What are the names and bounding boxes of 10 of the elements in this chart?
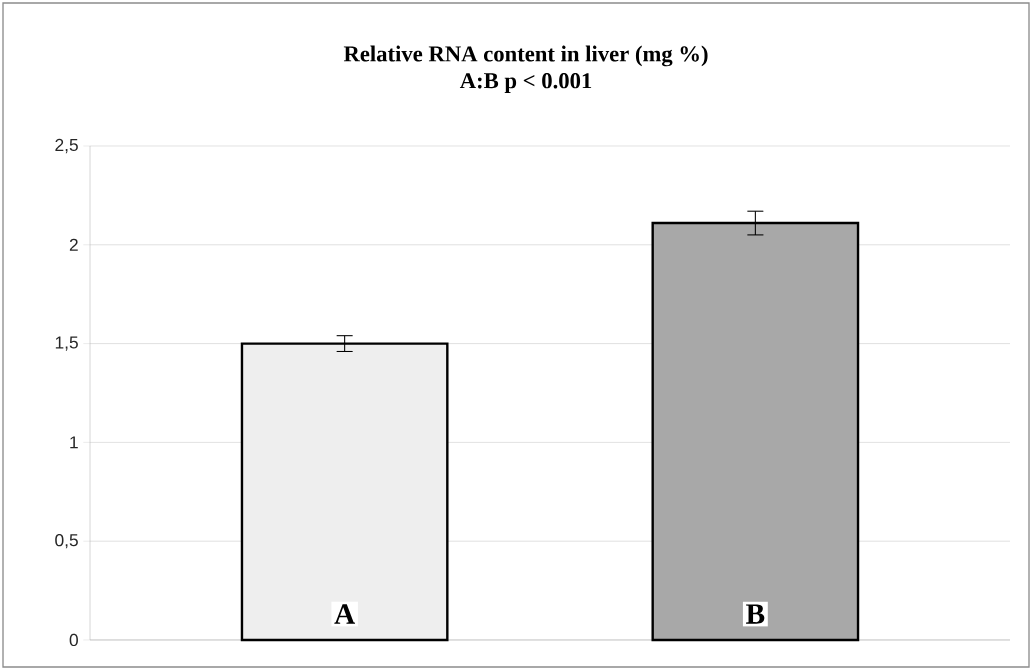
chart-subtitle: A:B p < 0.001: [459, 73, 592, 93]
y-tick-label: 1,5: [55, 336, 78, 351]
y-tick-label: 0: [69, 633, 78, 647]
chart-title: Relative RNA content in liver (mg %): [343, 45, 708, 67]
y-tick-label: 2: [69, 238, 78, 251]
x-tick-label: A: [334, 604, 356, 624]
y-tick-label: 0,5: [55, 534, 78, 549]
y-tick-label: 1: [70, 436, 78, 449]
y-tick-label: 2,5: [55, 138, 78, 154]
x-tick-label: B: [746, 604, 765, 624]
